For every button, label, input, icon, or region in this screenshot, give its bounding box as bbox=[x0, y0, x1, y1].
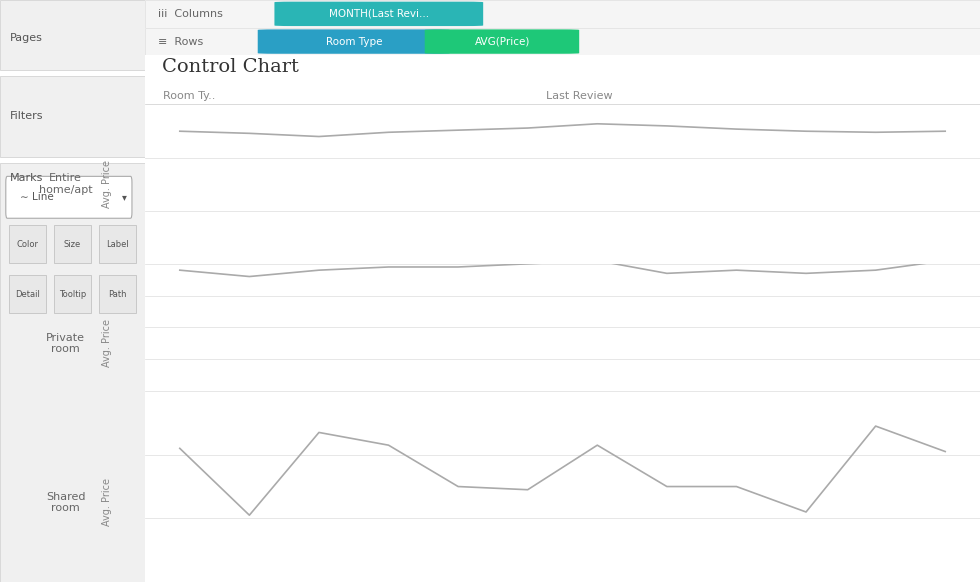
Text: Control Chart: Control Chart bbox=[162, 58, 299, 76]
Bar bbox=[9, 275, 46, 313]
Text: Last Review: Last Review bbox=[546, 91, 612, 101]
Text: Label: Label bbox=[106, 240, 128, 249]
Bar bbox=[0, 163, 145, 582]
FancyBboxPatch shape bbox=[274, 2, 483, 26]
Text: ∼ Line: ∼ Line bbox=[21, 192, 54, 203]
Text: AVG(Price): AVG(Price) bbox=[474, 37, 530, 47]
Text: Room Ty..: Room Ty.. bbox=[164, 91, 216, 101]
Text: Pages: Pages bbox=[10, 33, 43, 43]
Text: Entire
home/apt: Entire home/apt bbox=[39, 173, 92, 195]
Text: Private
room: Private room bbox=[46, 332, 85, 354]
FancyBboxPatch shape bbox=[6, 176, 132, 218]
Bar bbox=[0, 76, 145, 157]
Bar bbox=[99, 275, 136, 313]
Bar bbox=[0, 0, 145, 70]
Bar bbox=[54, 275, 91, 313]
Text: ▾: ▾ bbox=[122, 192, 126, 203]
Text: Avg. Price: Avg. Price bbox=[103, 478, 113, 527]
Text: Room Type: Room Type bbox=[325, 37, 382, 47]
Text: ≡  Rows: ≡ Rows bbox=[158, 37, 203, 47]
Text: iii  Columns: iii Columns bbox=[158, 9, 222, 19]
Text: Detail: Detail bbox=[15, 290, 40, 299]
Text: Shared
room: Shared room bbox=[46, 492, 85, 513]
Text: Avg. Price: Avg. Price bbox=[103, 320, 113, 367]
Bar bbox=[54, 225, 91, 263]
Text: Path: Path bbox=[108, 290, 126, 299]
Text: Avg. Price: Avg. Price bbox=[103, 160, 113, 208]
Text: Tooltip: Tooltip bbox=[59, 290, 86, 299]
Bar bbox=[99, 225, 136, 263]
Bar bbox=[9, 225, 46, 263]
Text: Marks: Marks bbox=[10, 172, 43, 183]
FancyBboxPatch shape bbox=[424, 29, 579, 54]
Text: MONTH(Last Revi...: MONTH(Last Revi... bbox=[328, 9, 429, 19]
Text: Filters: Filters bbox=[10, 111, 44, 122]
Text: Color: Color bbox=[17, 240, 38, 249]
FancyBboxPatch shape bbox=[258, 29, 450, 54]
Text: Size: Size bbox=[64, 240, 81, 249]
